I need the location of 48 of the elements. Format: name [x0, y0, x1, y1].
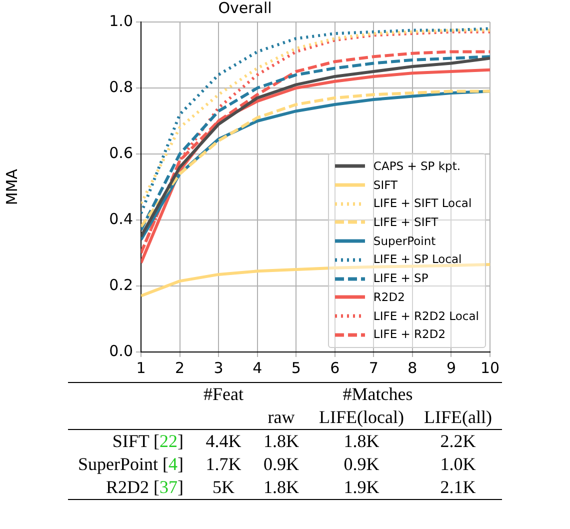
text: 5K [212, 477, 235, 497]
legend-label: SuperPoint [373, 232, 436, 250]
text: 0.9K [344, 454, 380, 474]
legend-label: SIFT [373, 176, 398, 194]
y-tick-label: 0.4 [109, 210, 133, 228]
legend-label: LIFE + R2D2 [373, 326, 446, 344]
y-tick-label: 1.0 [109, 12, 133, 30]
x-tick-label: 8 [408, 358, 418, 377]
x-tick-label: 9 [446, 358, 456, 377]
text: 2.2K [440, 431, 476, 451]
legend-label: LIFE + R2D2 Local [373, 308, 479, 325]
legend-label: LIFE + SP [373, 270, 428, 288]
y-tick-label: 0.2 [109, 276, 133, 294]
category-label: #Feat [202, 383, 245, 406]
x-tick-label: 7 [368, 358, 378, 377]
category-label: raw [266, 406, 296, 429]
legend-label: LIFE + SIFT Local [373, 195, 472, 212]
x-tick-label: 1 [136, 358, 146, 377]
legend-label: R2D2 [373, 288, 405, 306]
text: 2.1K [440, 477, 476, 497]
text: 1.9K [344, 477, 380, 497]
y-tick-label: 0.6 [109, 144, 133, 162]
text: 1.8K [264, 477, 300, 497]
category-label: LIFE(local) [318, 406, 405, 429]
x-tick-label: 4 [252, 358, 262, 377]
text: 1.8K [264, 431, 300, 451]
category-label: R2D2 [37] [106, 477, 184, 497]
text: 4.4K [206, 431, 242, 451]
text: #Matches [342, 383, 414, 406]
y-axis-title: MMA [2, 168, 21, 206]
chart-title: Overall [218, 0, 272, 17]
x-tick-label: 2 [175, 358, 185, 377]
legend-label: LIFE + SP Local [373, 251, 462, 268]
text: 1.7K [206, 454, 242, 474]
category-label: SuperPoint [4] [78, 454, 184, 474]
x-tick-label: 5 [291, 358, 301, 377]
legend-label: CAPS + SP kpt. [373, 158, 461, 175]
text: 0.9K [264, 454, 300, 474]
text: 1.8K [344, 431, 380, 451]
category-label: SIFT [22] [112, 431, 184, 451]
text: 1.0K [440, 454, 476, 474]
y-tick-label: 0.0 [109, 342, 133, 360]
y-tick-label: 0.8 [109, 78, 133, 96]
x-tick-label: 6 [330, 358, 340, 377]
x-tick-label: 10 [480, 358, 500, 377]
legend-label: LIFE + SIFT [373, 214, 438, 232]
x-tick-label: 3 [214, 358, 224, 377]
category-label: LIFE(all) [423, 406, 493, 429]
